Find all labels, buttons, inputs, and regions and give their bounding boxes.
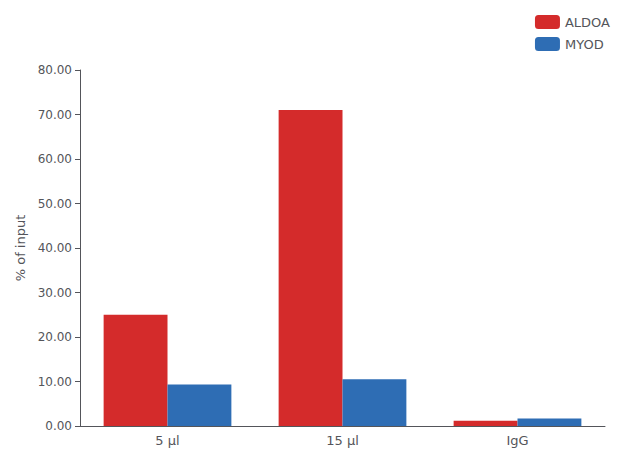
svg-text:ALDOA: ALDOA (565, 15, 610, 30)
svg-text:5 µl: 5 µl (155, 433, 179, 448)
svg-text:20.00: 20.00 (38, 330, 72, 344)
svg-text:10.00: 10.00 (38, 375, 72, 389)
svg-text:80.00: 80.00 (38, 63, 72, 77)
svg-text:IgG: IgG (506, 433, 528, 448)
svg-text:40.00: 40.00 (38, 241, 72, 255)
svg-text:60.00: 60.00 (38, 152, 72, 166)
svg-text:50.00: 50.00 (38, 197, 72, 211)
svg-text:15 µl: 15 µl (326, 433, 359, 448)
svg-text:30.00: 30.00 (38, 286, 72, 300)
svg-text:% of input: % of input (13, 215, 28, 282)
svg-text:70.00: 70.00 (38, 108, 72, 122)
svg-text:MYOD: MYOD (565, 37, 604, 52)
svg-text:0.00: 0.00 (45, 419, 72, 433)
